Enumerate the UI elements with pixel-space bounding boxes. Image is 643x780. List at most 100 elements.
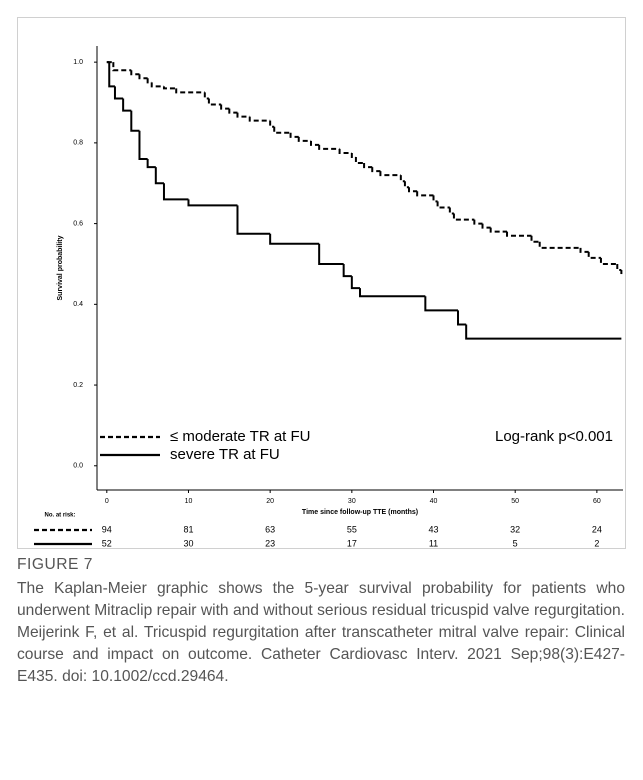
x-tick-label: 30: [348, 498, 356, 505]
survival-step: [350, 276, 360, 290]
x-tick-label: 40: [430, 498, 438, 505]
risk-count: 94: [102, 524, 112, 534]
survival-step: [146, 159, 156, 169]
legend-label: severe TR at FU: [170, 446, 280, 463]
risk-count: 23: [265, 538, 275, 548]
survival-step: [203, 92, 209, 100]
survival-step: [579, 247, 589, 253]
y-axis-label: Survival probability: [57, 235, 64, 300]
survival-step: [424, 296, 459, 312]
survival-step: [350, 152, 356, 158]
survival-step: [452, 213, 475, 221]
survival-step: [289, 132, 299, 138]
survival-step: [138, 130, 148, 161]
risk-count: 5: [513, 538, 518, 548]
survival-step: [112, 62, 132, 72]
survival-step: [473, 219, 483, 225]
survival-step: [436, 201, 450, 209]
survival-step: [130, 70, 140, 76]
survival-step: [408, 187, 418, 193]
x-tick-label: 20: [266, 498, 274, 505]
survival-step: [506, 231, 532, 237]
y-tick-label: 0.8: [73, 140, 83, 147]
survival-step: [457, 310, 467, 326]
survival-step: [481, 223, 491, 229]
survival-step: [228, 108, 238, 114]
risk-count: 52: [102, 538, 112, 548]
y-tick-label: 1.0: [73, 59, 83, 66]
survival-step: [359, 288, 426, 298]
survival-step: [403, 181, 410, 189]
survival-step: [236, 112, 250, 118]
survival-step: [122, 98, 132, 112]
survival-step: [236, 205, 271, 235]
survival-step: [220, 104, 230, 110]
survival-step: [318, 144, 340, 150]
survival-step: [587, 251, 601, 259]
figure-label: FIGURE 7: [17, 556, 93, 573]
survival-step: [538, 241, 581, 249]
survival-step: [338, 148, 352, 154]
survival-step: [363, 163, 373, 169]
annotation: Log-rank p<0.001: [495, 428, 613, 445]
risk-count: 32: [510, 524, 520, 534]
survival-step: [154, 167, 164, 185]
risk-count: 17: [347, 538, 357, 548]
y-tick-label: 0.2: [73, 382, 83, 389]
risk-title: No. at risk:: [44, 513, 75, 519]
survival-step: [530, 235, 540, 243]
survival-step: [162, 183, 189, 201]
survival-step: [269, 120, 275, 128]
y-tick-label: 0.0: [73, 463, 83, 470]
survival-step: [187, 199, 238, 207]
survival-step: [113, 86, 124, 100]
survival-step: [448, 207, 454, 215]
survival-step: [146, 78, 152, 84]
survival-step: [207, 98, 222, 106]
risk-count: 63: [265, 524, 275, 534]
survival-step: [371, 167, 381, 173]
risk-count: 11: [429, 538, 438, 548]
risk-count: 55: [347, 524, 357, 534]
survival-step: [175, 88, 205, 94]
x-tick-label: 0: [105, 498, 109, 505]
risk-count: 43: [429, 524, 439, 534]
survival-step: [379, 171, 401, 177]
survival-step: [269, 233, 320, 245]
survival-step: [399, 175, 405, 183]
survival-step: [465, 324, 622, 340]
survival-step: [273, 126, 291, 134]
figure-caption: The Kaplan-Meier graphic shows the 5-yea…: [17, 580, 625, 685]
caption-block: FIGURE 7 The Kaplan-Meier graphic shows …: [17, 554, 625, 688]
figure-frame: [17, 17, 626, 549]
survival-step: [489, 227, 508, 233]
survival-step: [318, 243, 344, 265]
survival-step: [599, 257, 618, 265]
y-tick-label: 0.6: [73, 220, 83, 227]
survival-step: [150, 82, 164, 88]
survival-step: [432, 195, 438, 203]
survival-step: [108, 62, 115, 88]
chart: Survival probability Time since follow-u…: [17, 17, 626, 549]
x-tick-label: 60: [593, 498, 601, 505]
survival-step: [309, 140, 320, 146]
survival-step: [248, 116, 271, 122]
survival-step: [342, 263, 352, 278]
survival-step: [616, 263, 622, 272]
survival-step: [354, 157, 365, 165]
legend-label: ≤ moderate TR at FU: [170, 428, 311, 445]
risk-count: 81: [183, 524, 193, 534]
x-tick-label: 50: [511, 498, 519, 505]
x-tick-label: 10: [185, 498, 193, 505]
survival-step: [138, 74, 148, 80]
survival-step: [297, 136, 311, 142]
y-tick-label: 0.4: [73, 301, 83, 308]
risk-count: 30: [183, 538, 193, 548]
x-axis-label: Time since follow-up TTE (months): [302, 509, 418, 516]
survival-step: [130, 110, 140, 132]
survival-step: [162, 86, 177, 90]
risk-count: 24: [592, 524, 602, 534]
risk-count: 2: [594, 538, 599, 548]
survival-step: [416, 191, 434, 197]
